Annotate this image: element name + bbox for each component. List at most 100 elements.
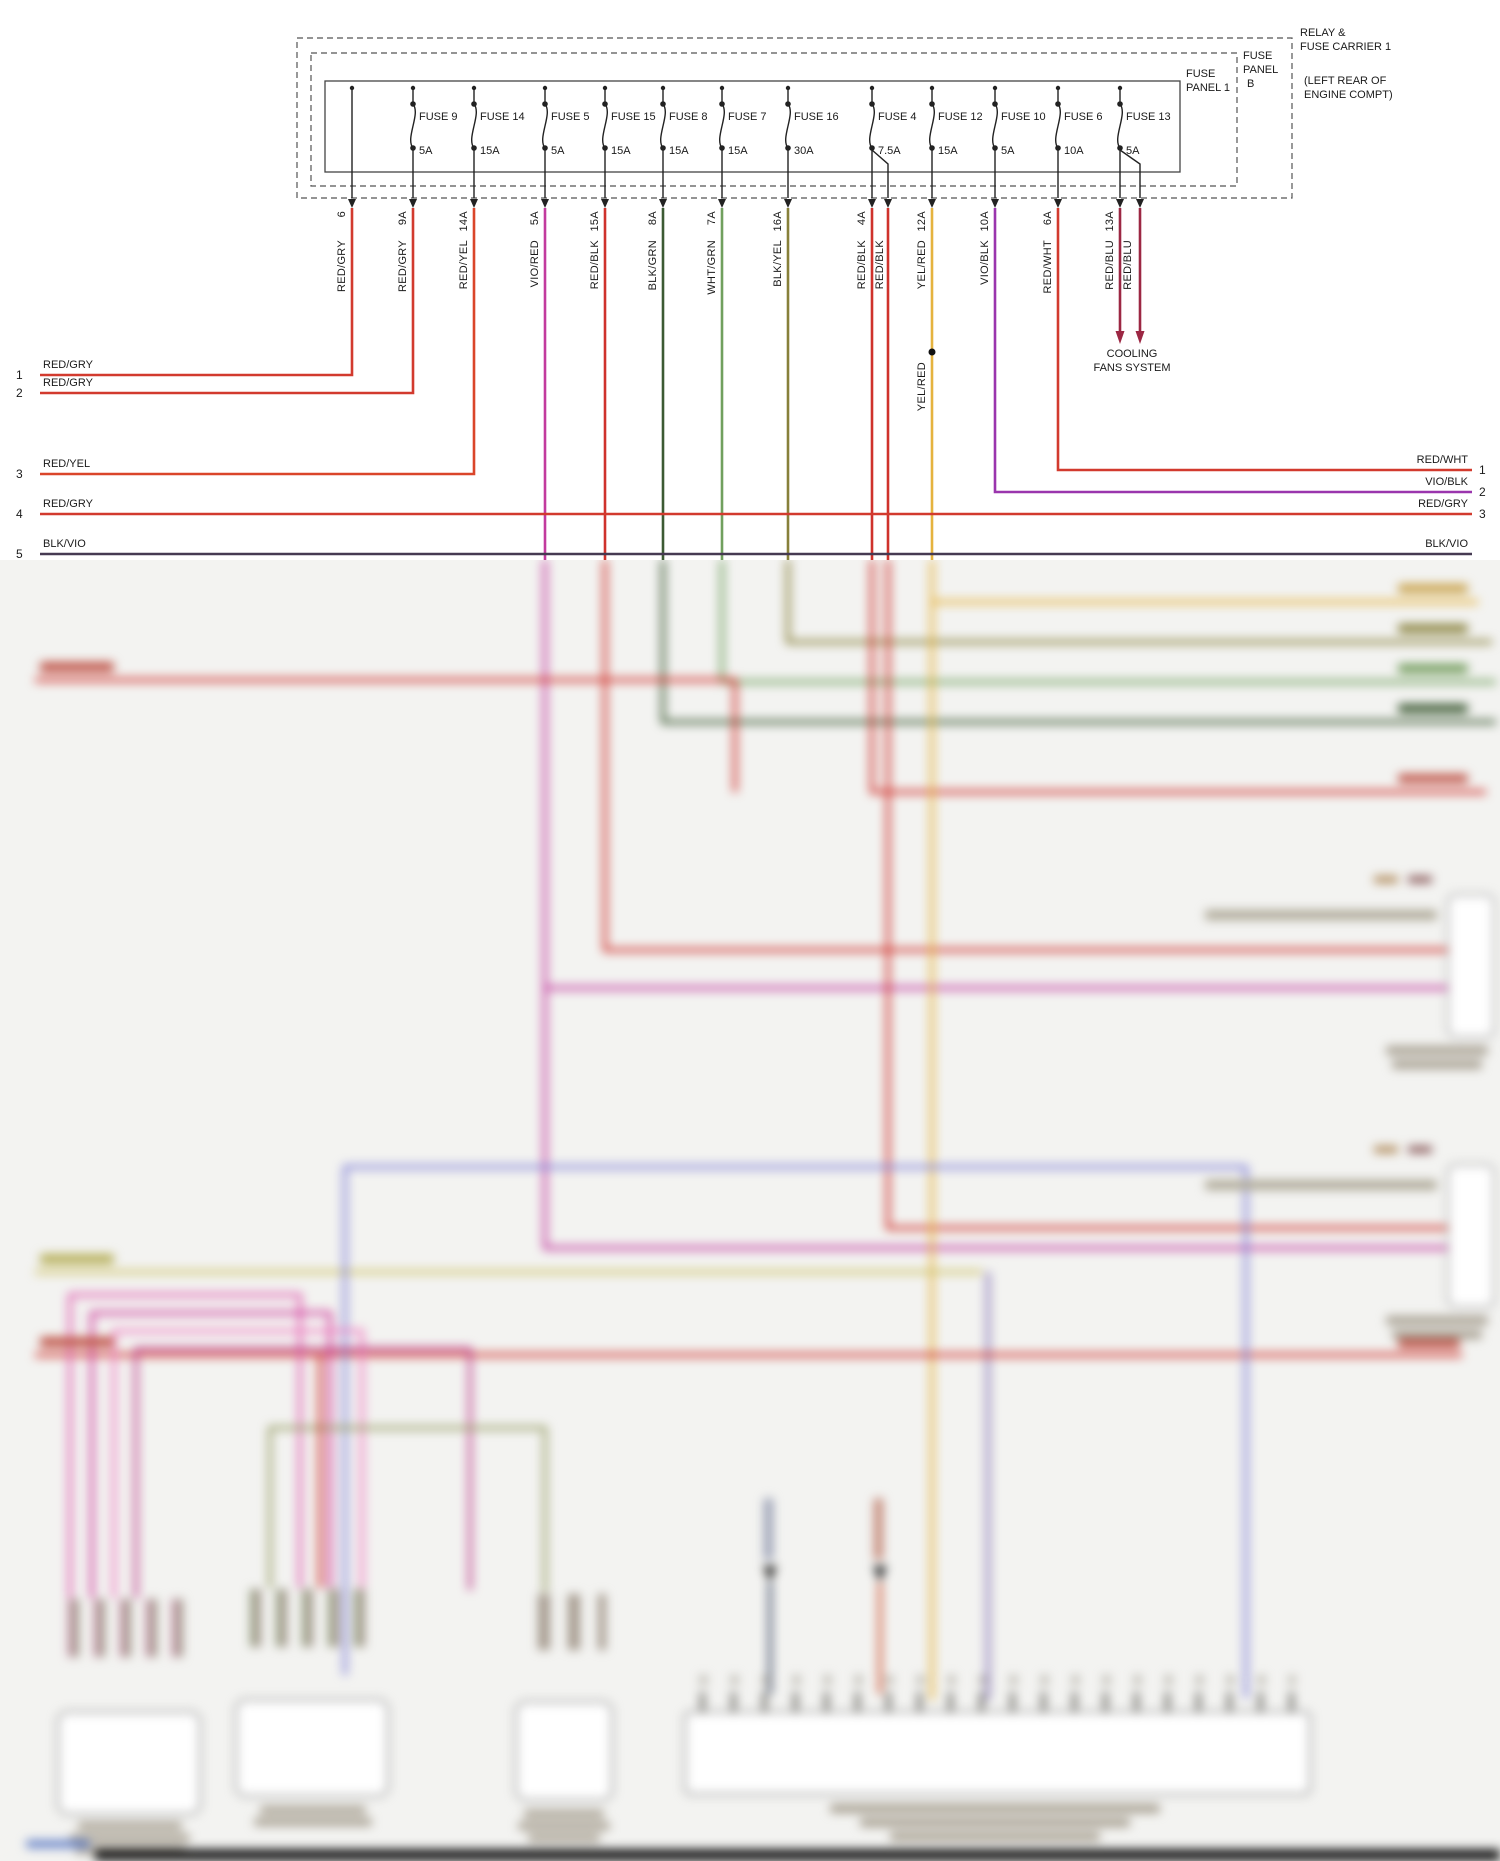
fuse-amp: 15A <box>611 145 631 157</box>
wire-color-label: RED/BLU <box>1104 240 1116 290</box>
blurred-wiring-art <box>26 560 1500 1861</box>
wire-color-label: BLK/YEL <box>772 240 784 287</box>
fuse-panel-1-label-2: PANEL 1 <box>1186 82 1231 94</box>
wire-pin: 16A <box>772 211 784 232</box>
right-pin-label: VIO/BLK <box>1425 476 1468 488</box>
wire-color-label: RED/YEL <box>458 240 470 290</box>
wire-col-1 <box>40 208 354 377</box>
fuse-name: FUSE 4 <box>878 111 917 123</box>
right-pin-num: 1 <box>1479 463 1486 477</box>
fuse-amp: 15A <box>938 145 958 157</box>
wire-pin: 6 <box>336 211 348 218</box>
blurred-content <box>0 560 1500 1861</box>
right-pin-num: 3 <box>1479 507 1486 521</box>
fuse-name: FUSE 12 <box>938 111 983 123</box>
fuse-panel-b-label-2: PANEL <box>1243 64 1279 76</box>
fuse-panel-1-box <box>324 80 1181 173</box>
fuse-panel-b-box <box>310 52 1238 187</box>
cooling-arrow-2 <box>1135 331 1145 344</box>
left-pin-label: RED/GRY <box>43 498 93 510</box>
left-pin-num: 1 <box>16 368 23 382</box>
wire-color-label: WHT/GRN <box>706 240 718 295</box>
relay-carrier-label-1: RELAY & <box>1300 27 1346 39</box>
wire-pin: 8A <box>647 211 659 226</box>
left-pin-num: 5 <box>16 547 23 561</box>
cooling-arrow-1 <box>1115 331 1125 344</box>
left-pin-num: 2 <box>16 386 23 400</box>
wire-color-label: RED/GRY <box>397 240 409 293</box>
wire-color-label: RED/WHT <box>1042 240 1054 294</box>
wire-color-label: VIO/RED <box>529 240 541 288</box>
relay-carrier-label-2: FUSE CARRIER 1 <box>1300 41 1392 53</box>
wire-color-label: BLK/GRN <box>647 240 659 291</box>
fuse-name: FUSE 9 <box>419 111 458 123</box>
wire-color-label: YEL/RED <box>916 240 928 290</box>
relay-carrier-box <box>296 37 1293 199</box>
left-pin-label: RED/GRY <box>43 359 93 371</box>
colored-wires <box>40 208 1472 560</box>
wire-pin: 6A <box>1042 211 1054 226</box>
fuse-amp: 30A <box>794 145 814 157</box>
wire-pin: 9A <box>397 211 409 226</box>
left-pin-label: RED/YEL <box>43 458 91 470</box>
wire-col-2 <box>40 208 415 395</box>
wire-pin: 5A <box>529 211 541 226</box>
right-pin-label: RED/GRY <box>1418 498 1468 510</box>
fuse-amp: 5A <box>1001 145 1015 157</box>
wire-color-label: RED/BLK <box>874 240 886 290</box>
fuse-amp: 5A <box>1126 145 1140 157</box>
fuse-name: FUSE 8 <box>669 111 708 123</box>
fuse-amp: 10A <box>1064 145 1084 157</box>
wire-pin: 7A <box>706 211 718 226</box>
wire-pin: 15A <box>589 211 601 232</box>
fuse-name: FUSE 10 <box>1001 111 1046 123</box>
wire-pin: 13A <box>1104 211 1116 232</box>
exit-arrows <box>348 199 1144 208</box>
wire-color-label: VIO/BLK <box>979 240 991 285</box>
fuse-name: FUSE 14 <box>480 111 525 123</box>
fuse-lines <box>351 88 1141 198</box>
fuse-amp: 15A <box>728 145 748 157</box>
wire-color-label: RED/BLU <box>1122 240 1134 290</box>
fuse-panel-b-label-3: B <box>1247 78 1255 90</box>
fuse-name: FUSE 5 <box>551 111 590 123</box>
fuse-dots <box>349 85 1123 151</box>
right-pin-label: BLK/VIO <box>1425 538 1468 550</box>
fuse-name: FUSE 7 <box>728 111 767 123</box>
right-pin-num: 2 <box>1479 485 1486 499</box>
wire-pin: 12A <box>916 211 928 232</box>
fuse-name: FUSE 15 <box>611 111 656 123</box>
fuse-name: FUSE 13 <box>1126 111 1171 123</box>
fuse-panel-schematic <box>40 37 1472 560</box>
left-pin-num: 4 <box>16 507 23 521</box>
right-pin-label: RED/WHT <box>1416 454 1468 466</box>
fuse-name: FUSE 6 <box>1064 111 1103 123</box>
wire-color-label: RED/BLK <box>856 240 868 290</box>
wire-color-label: RED/GRY <box>336 240 348 293</box>
fuse-amp: 15A <box>669 145 689 157</box>
junction-dot <box>928 348 936 356</box>
cooling-fans-label-1: COOLING <box>1106 348 1158 360</box>
fuse-amp: 7.5A <box>878 145 901 157</box>
blurred-lower-diagram <box>0 560 1500 1861</box>
wire-pin: 4A <box>856 211 868 226</box>
fuse-name: FUSE 16 <box>794 111 839 123</box>
wire-pin: 10A <box>979 211 991 232</box>
wire-col-3 <box>40 208 476 476</box>
fuse-amp: 15A <box>480 145 500 157</box>
left-pin-num: 3 <box>16 467 23 481</box>
left-pin-label: RED/GRY <box>43 377 93 389</box>
fuse-panel-1-label-1: FUSE <box>1186 68 1216 80</box>
wire-col-11 <box>993 208 1472 494</box>
relay-carrier-sub-1: (LEFT REAR OF <box>1304 75 1387 87</box>
wire-pin: 14A <box>458 211 470 232</box>
fuse-panel-b-label-1: FUSE <box>1243 50 1273 62</box>
cooling-fans-label-2: FANS SYSTEM <box>1093 362 1171 374</box>
left-pin-label: BLK/VIO <box>43 538 86 550</box>
wire-color-label: RED/BLK <box>589 240 601 290</box>
relay-carrier-sub-2: ENGINE COMPT) <box>1304 89 1393 101</box>
fuse-amp: 5A <box>551 145 565 157</box>
fuse-amp: 5A <box>419 145 433 157</box>
branch-color-label: YEL/RED <box>916 362 928 412</box>
